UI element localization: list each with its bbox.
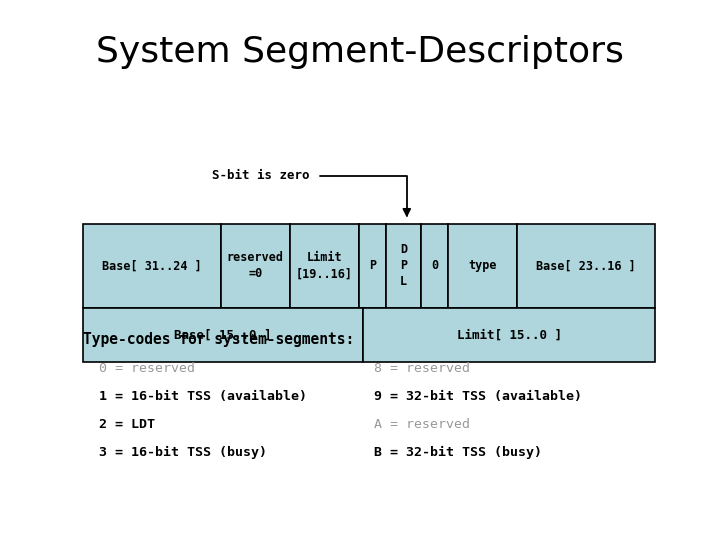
Bar (449, 224, 517, 308)
Bar (359, 224, 386, 308)
Text: A = reserved: A = reserved (374, 418, 470, 431)
Text: 1 = 16-bit TSS (available): 1 = 16-bit TSS (available) (99, 390, 307, 403)
Bar (289, 224, 359, 308)
Text: B = 32-bit TSS (busy): B = 32-bit TSS (busy) (374, 446, 542, 459)
Text: Base[ 31..24 ]: Base[ 31..24 ] (102, 259, 202, 273)
Text: Base[ 23..16 ]: Base[ 23..16 ] (536, 259, 636, 273)
Bar (221, 224, 289, 308)
Bar (420, 224, 449, 308)
Text: S-bit is zero: S-bit is zero (212, 169, 310, 182)
Text: 9 = 32-bit TSS (available): 9 = 32-bit TSS (available) (374, 390, 582, 403)
Bar (517, 224, 655, 308)
Text: Type-codes for system-segments:: Type-codes for system-segments: (83, 332, 354, 347)
Bar (364, 308, 655, 362)
Text: Limit
[19..16]: Limit [19..16] (296, 252, 353, 280)
Text: type: type (469, 259, 497, 273)
Text: P: P (369, 259, 376, 273)
Text: Limit[ 15..0 ]: Limit[ 15..0 ] (456, 328, 562, 341)
Text: 0: 0 (431, 259, 438, 273)
Text: D
P
L: D P L (400, 244, 407, 288)
Text: 0 = reserved: 0 = reserved (99, 362, 195, 375)
Text: Base[ 15..0 ]: Base[ 15..0 ] (174, 328, 271, 341)
Bar (83, 224, 221, 308)
Text: 2 = LDT: 2 = LDT (99, 418, 156, 431)
Text: reserved
=0: reserved =0 (227, 252, 284, 280)
Text: 3 = 16-bit TSS (busy): 3 = 16-bit TSS (busy) (99, 446, 267, 459)
Text: System Segment-Descriptors: System Segment-Descriptors (96, 35, 624, 69)
Bar (83, 308, 364, 362)
Text: 8 = reserved: 8 = reserved (374, 362, 470, 375)
Bar (386, 224, 420, 308)
